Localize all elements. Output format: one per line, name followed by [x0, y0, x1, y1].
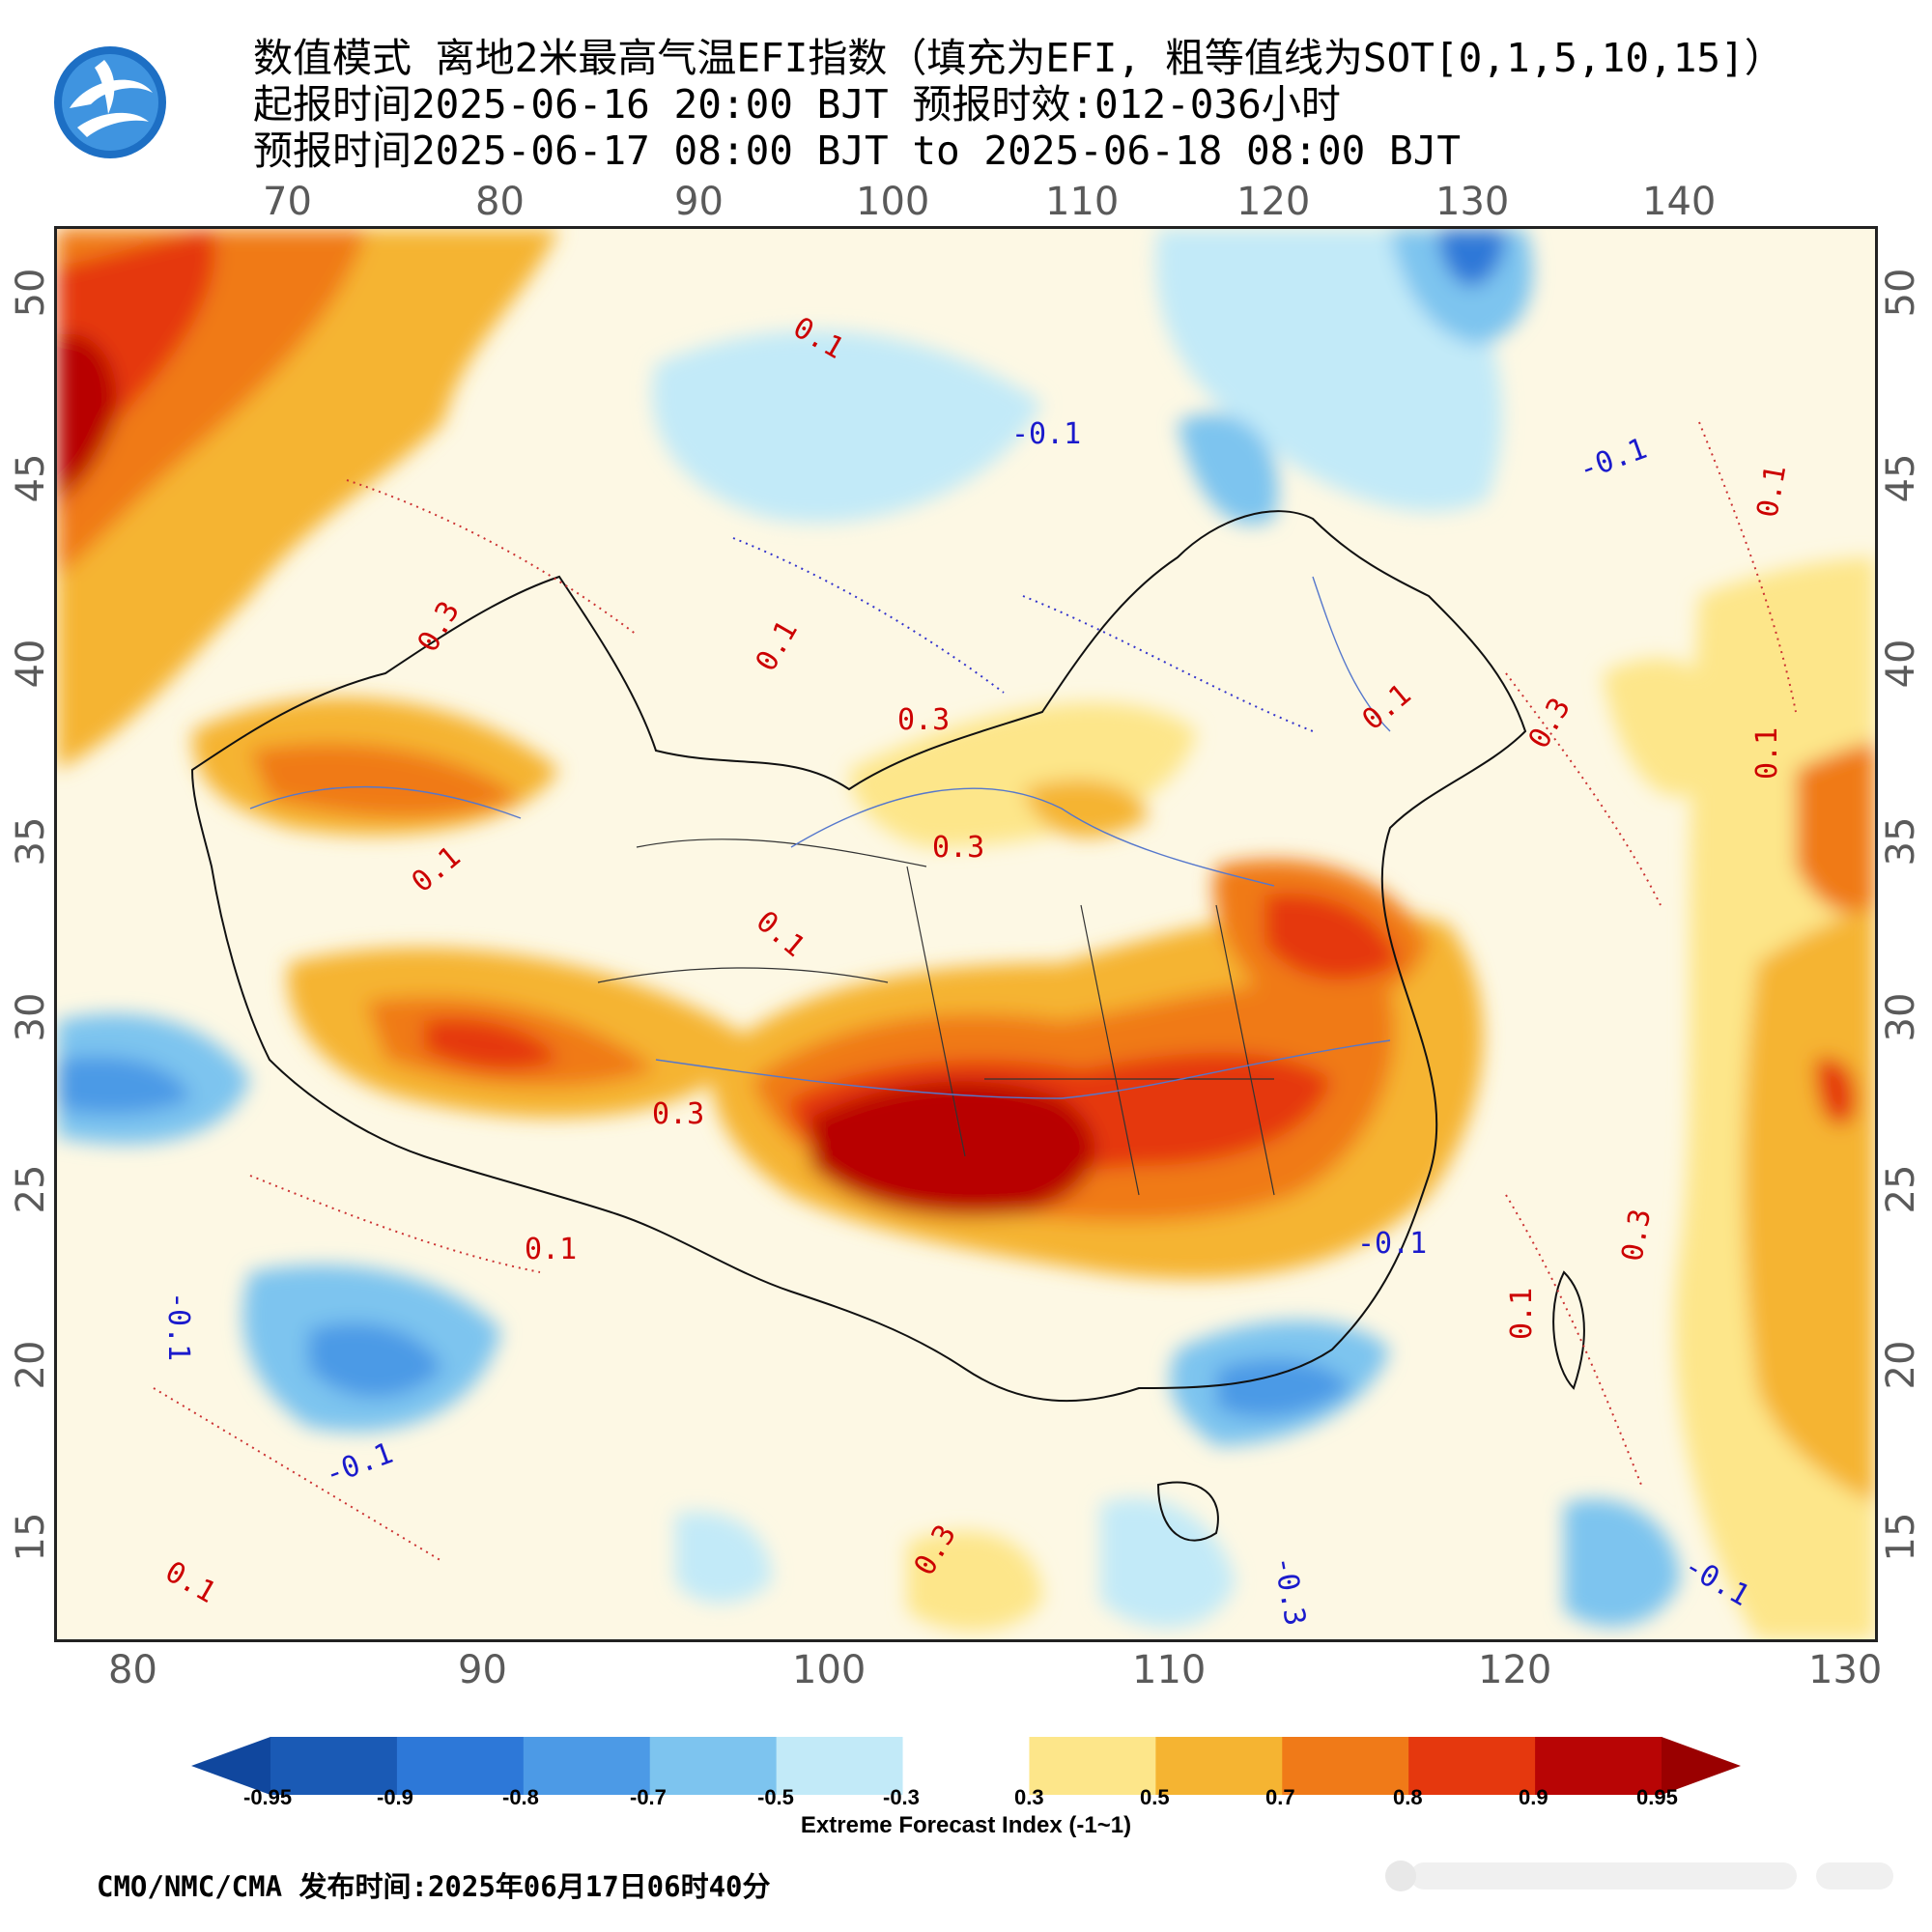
right-lat-tick: 25: [1879, 1164, 1923, 1214]
colorbar-low-arrow: [191, 1737, 270, 1795]
colorbar-label: -0.7: [630, 1785, 667, 1809]
colorbar-label: 0.95: [1636, 1785, 1678, 1809]
bottom-lon-tick: 110: [1132, 1648, 1207, 1692]
bottom-lon-tick: 100: [792, 1648, 867, 1692]
right-lat-tick: 40: [1879, 639, 1923, 689]
colorbar-cell: [1408, 1737, 1536, 1795]
colorbar-cell: [523, 1737, 651, 1795]
colorbar-label: -0.95: [243, 1785, 293, 1809]
colorbar-cell: [649, 1737, 778, 1795]
contour-label: 0.3: [652, 1097, 704, 1131]
colorbar-label: -0.9: [377, 1785, 413, 1809]
left-lat-tick: 50: [9, 268, 53, 318]
sot-contours: [153, 421, 1797, 1563]
colorbar-label: 0.9: [1519, 1785, 1548, 1809]
china-boundary: [190, 510, 1527, 1403]
bottom-lon-tick: 80: [108, 1648, 157, 1692]
colorbar-cell: [1535, 1737, 1662, 1795]
left-lat-tick: 40: [9, 639, 53, 689]
taiwan-outline: [1552, 1270, 1585, 1390]
colorbar-cell: [776, 1737, 904, 1795]
colorbar-title: Extreme Forecast Index (-1~1): [800, 1812, 1132, 1838]
title-line-2: 起报时间2025-06-16 20:00 BJT 预报时效:012-036小时: [253, 81, 1341, 128]
efi-map-canvas: 0.1 -0.1 0.3 0.1 0.3 0.3 0.1 0.1 0.3 0.1…: [57, 229, 1875, 1639]
right-lat-tick: 45: [1879, 453, 1923, 503]
colorbar-cell: [1282, 1737, 1409, 1795]
colorbar-label: -0.8: [502, 1785, 539, 1809]
colorbar-label: 0.8: [1393, 1785, 1423, 1809]
colorbar-cell: [270, 1737, 398, 1795]
top-lon-tick: 70: [263, 180, 312, 224]
province-lines: [597, 838, 1275, 1196]
contour-label: 0.1: [1505, 1288, 1539, 1340]
contour-label: 0.1: [525, 1233, 577, 1266]
left-lat-tick: 45: [9, 453, 53, 503]
contour-label: 0.3: [897, 703, 950, 737]
bottom-lon-tick: 90: [458, 1648, 507, 1692]
left-lat-tick: 30: [9, 992, 53, 1042]
contour-label: -0.1: [1357, 1227, 1427, 1261]
left-lat-tick: 15: [9, 1512, 53, 1562]
left-lat-tick: 25: [9, 1164, 53, 1214]
bottom-lon-tick: 120: [1478, 1648, 1552, 1692]
top-lon-tick: 100: [856, 180, 930, 224]
right-lat-tick: 50: [1879, 268, 1923, 318]
colorbar-cell: [1155, 1737, 1283, 1795]
cma-logo: [54, 46, 166, 158]
contour-label: -0.1: [161, 1292, 195, 1361]
efi-map: 0.1 -0.1 0.3 0.1 0.3 0.3 0.1 0.1 0.3 0.1…: [54, 226, 1878, 1642]
title-line-3: 预报时间2025-06-17 08:00 BJT to 2025-06-18 0…: [253, 128, 1462, 174]
colorbar-label: 0.7: [1265, 1785, 1295, 1809]
efi-colorbar: [191, 1737, 1741, 1795]
contour-label: 0.3: [932, 831, 984, 865]
right-lat-tick: 35: [1879, 816, 1923, 867]
bottom-lon-tick: 130: [1808, 1648, 1883, 1692]
colorbar-cell: [1029, 1737, 1156, 1795]
contour-label: -0.1: [1011, 417, 1081, 451]
top-lon-tick: 80: [475, 180, 525, 224]
right-lat-tick: 20: [1879, 1340, 1923, 1390]
colorbar-label: 0.5: [1140, 1785, 1170, 1809]
right-lat-tick: 30: [1879, 992, 1923, 1042]
rivers: [249, 576, 1391, 1099]
left-lat-tick: 35: [9, 816, 53, 867]
footer-publish-info: CMO/NMC/CMA 发布时间:2025年06月17日06时40分: [97, 1870, 771, 1903]
colorbar-label: -0.3: [883, 1785, 920, 1809]
hainan-outline: [1156, 1481, 1219, 1542]
efi-fill-layer: [57, 229, 1875, 1639]
top-lon-tick: 90: [674, 180, 724, 224]
colorbar-label: 0.3: [1014, 1785, 1044, 1809]
top-lon-tick: 110: [1045, 180, 1120, 224]
top-lon-tick: 120: [1236, 180, 1311, 224]
title-line-1: 数值模式 离地2米最高气温EFI指数（填充为EFI, 粗等值线为SOT[0,1,…: [253, 35, 1784, 81]
colorbar-cell: [902, 1737, 1030, 1795]
right-lat-tick: 15: [1879, 1512, 1923, 1562]
top-lon-tick: 140: [1642, 180, 1717, 224]
colorbar-label: -0.5: [757, 1785, 794, 1809]
colorbar-cells: [270, 1737, 1662, 1795]
left-lat-tick: 20: [9, 1340, 53, 1390]
top-lon-tick: 130: [1435, 180, 1510, 224]
colorbar-cell: [396, 1737, 525, 1795]
watermark-graphic: [1385, 1861, 1893, 1891]
contour-label: 0.1: [1750, 727, 1784, 780]
colorbar-high-arrow: [1662, 1737, 1741, 1795]
